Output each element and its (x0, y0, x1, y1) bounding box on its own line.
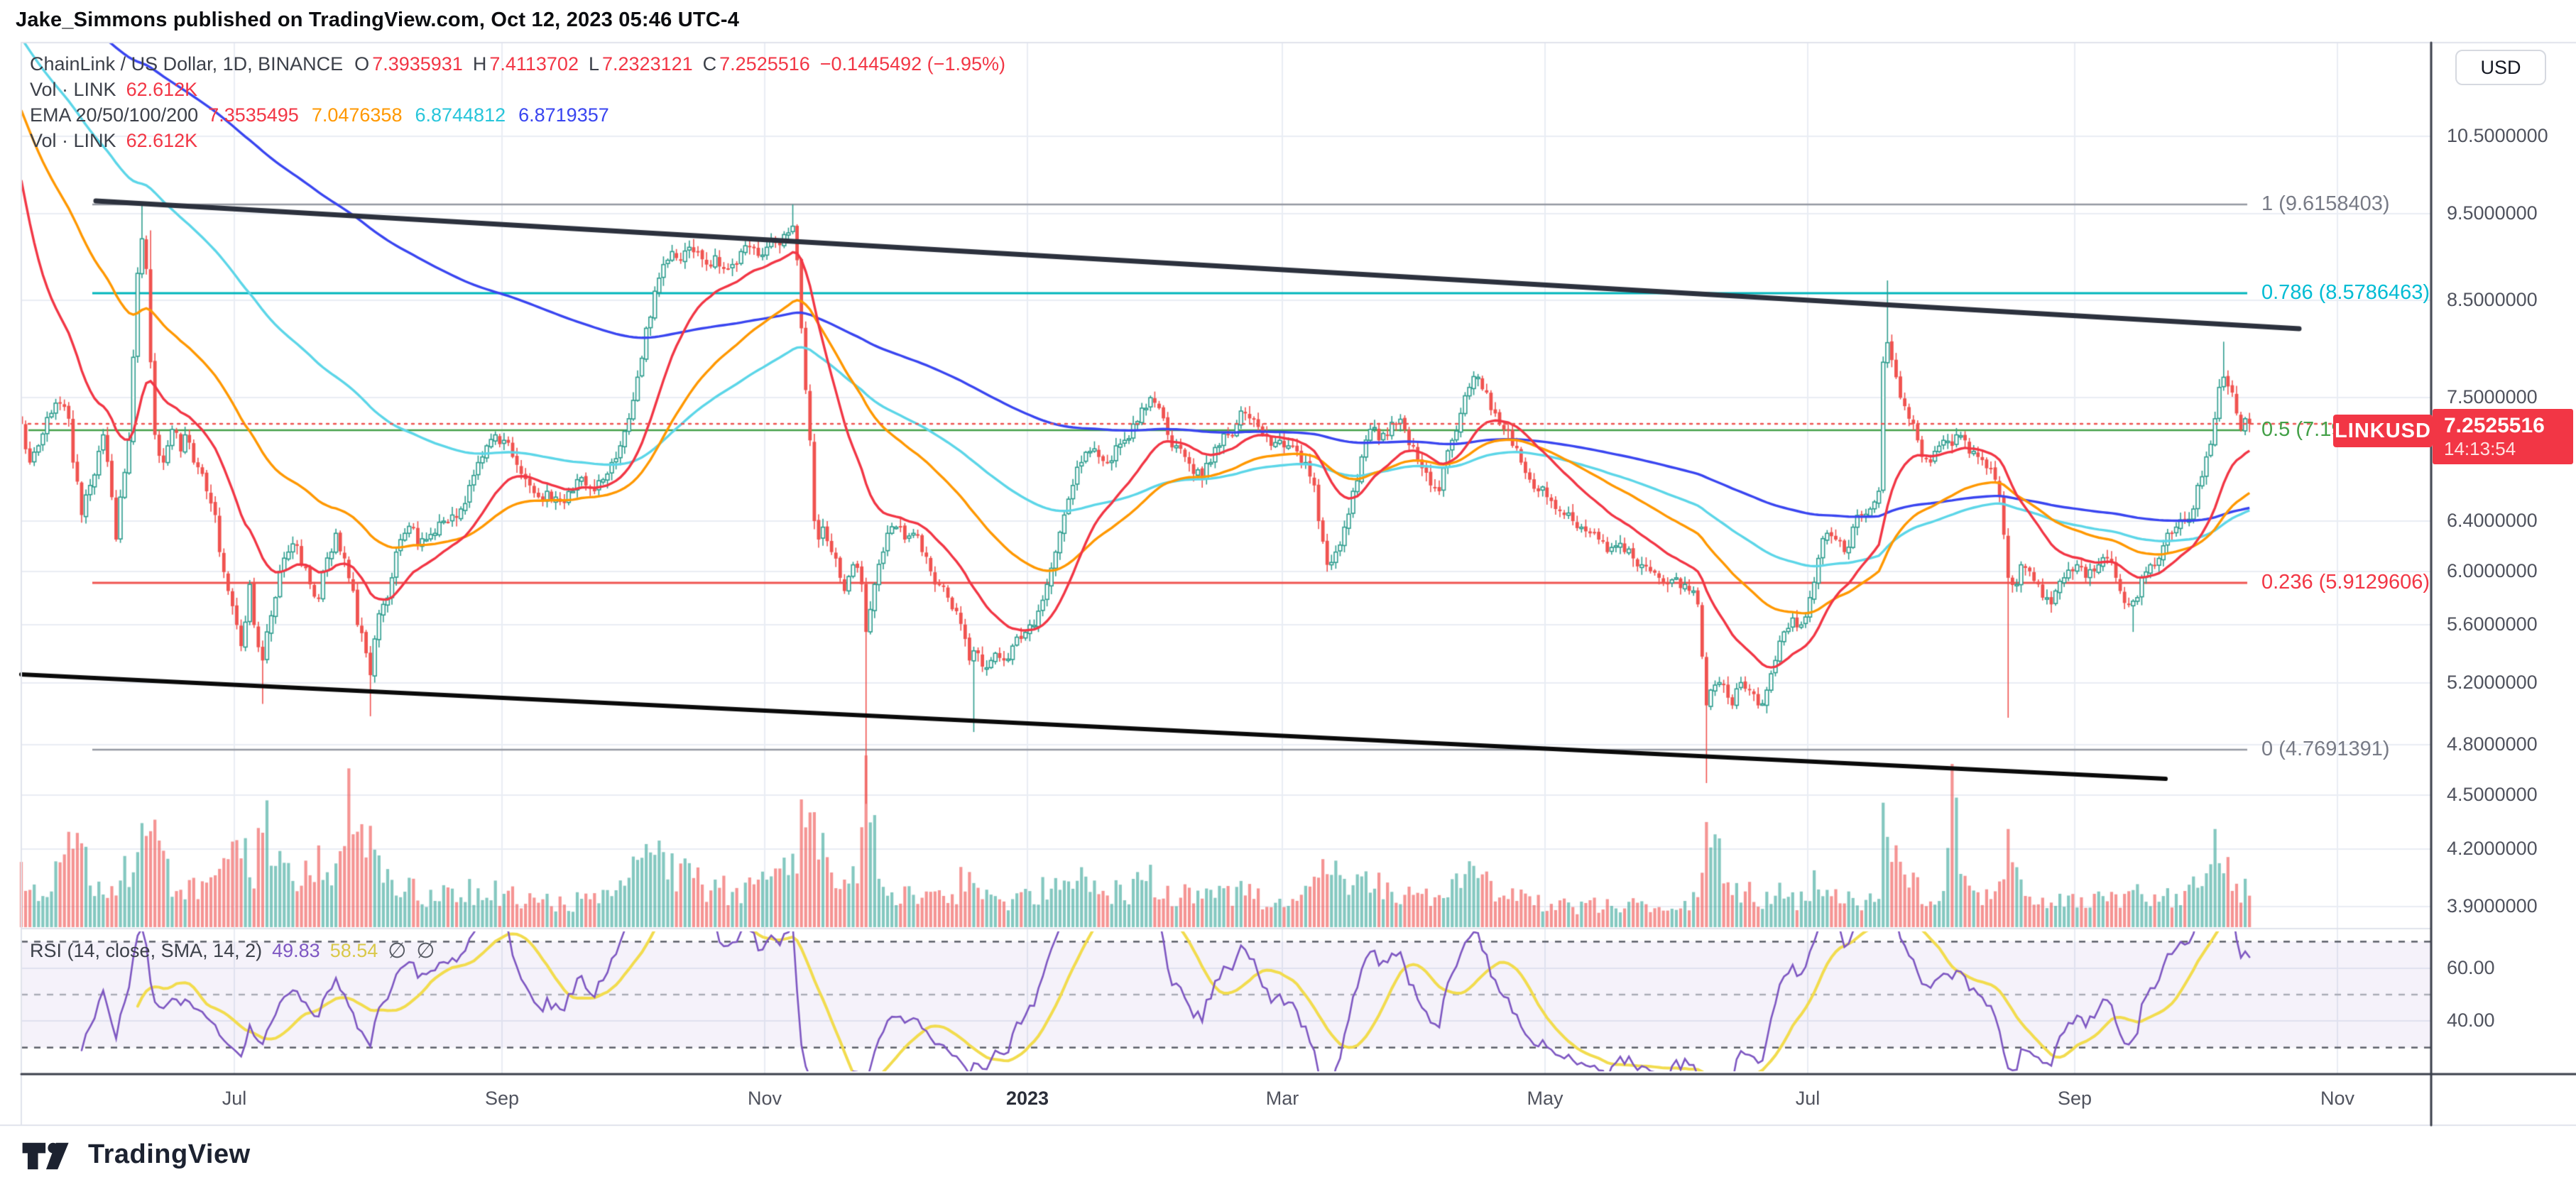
price-tick-4.5: 4.5000000 (2447, 783, 2538, 805)
high-label: H (472, 53, 487, 75)
price-tick-3.9: 3.9000000 (2447, 895, 2538, 917)
tradingview-logo-text[interactable]: TradingView (88, 1139, 251, 1169)
price-tick-9.5: 9.5000000 (2447, 202, 2538, 224)
currency-toggle-button[interactable]: USD (2455, 50, 2546, 85)
symbol-legend-row[interactable]: ChainLink / US Dollar, 1D, BINANCE O 7.3… (30, 51, 1005, 77)
footer: TradingView (21, 1137, 251, 1171)
price-tick-5.6: 5.6000000 (2447, 613, 2538, 635)
rsi-ma-value: 58.54 (329, 940, 378, 961)
rsi-tick-40: 40.00 (2447, 1010, 2495, 1032)
price-tick-7.5: 7.5000000 (2447, 386, 2538, 408)
rsi-legend-row[interactable]: RSI (14, close, SMA, 14, 2) 49.83 58.54 … (30, 939, 445, 963)
volume-label: Vol · LINK (30, 78, 116, 100)
time-tick-Nov: Nov (2320, 1088, 2355, 1109)
price-tick-6: 6.0000000 (2447, 559, 2538, 581)
time-tick-Sep: Sep (2057, 1088, 2092, 1109)
ema-label: EMA 20/50/100/200 (30, 104, 199, 126)
price-tick-8.5: 8.5000000 (2447, 289, 2538, 311)
chart-legend: ChainLink / US Dollar, 1D, BINANCE O 7.3… (30, 51, 1005, 153)
price-tick-4.8: 4.8000000 (2447, 733, 2538, 755)
time-tick-Jul: Jul (222, 1088, 247, 1109)
attribution-text: Jake_Simmons published on TradingView.co… (16, 9, 740, 31)
volume-legend-row[interactable]: Vol · LINK 62.612K (30, 77, 1005, 102)
change-value: −0.1445492 (−1.95%) (819, 53, 1005, 75)
volume-legend-row-2[interactable]: Vol · LINK 62.612K (30, 128, 1005, 153)
volume-value: 62.612K (126, 78, 198, 100)
low-value: 7.2323121 (602, 53, 693, 75)
price-tick-6.4: 6.4000000 (2447, 510, 2538, 531)
rsi-tick-60: 60.00 (2447, 956, 2495, 978)
time-tick-May: May (1527, 1088, 1563, 1109)
symbol-title: ChainLink / US Dollar, 1D, BINANCE (30, 53, 344, 75)
fib-label-0.786[interactable]: 0.786 (8.5786463) (2261, 280, 2430, 304)
symbol-badge[interactable]: LINKUSD (2333, 415, 2433, 447)
rsi-value: 49.83 (272, 940, 320, 961)
price-tick-4.2: 4.2000000 (2447, 837, 2538, 859)
fib-label-0[interactable]: 0 (4.7691391) (2261, 738, 2390, 761)
tradingview-logo-icon[interactable] (21, 1137, 77, 1171)
last-price-value: 7.2525516 (2444, 414, 2545, 437)
low-label: L (588, 53, 599, 75)
time-tick-Sep: Sep (484, 1088, 520, 1109)
time-tick-2023: 2023 (1005, 1088, 1049, 1109)
rsi-label: RSI (14, close, SMA, 14, 2) (30, 940, 263, 961)
time-tick-Jul: Jul (1795, 1088, 1821, 1109)
ema-value-0: 7.3535495 (208, 104, 299, 126)
price-tick-5.2: 5.2000000 (2447, 671, 2538, 693)
countdown-timer: 14:13:54 (2444, 438, 2516, 459)
last-price-badge[interactable]: 7.2525516 14:13:54 (2433, 409, 2573, 464)
ema-value-1: 7.0476358 (311, 104, 403, 126)
fib-label-0.236[interactable]: 0.236 (5.9129606) (2261, 570, 2430, 594)
high-value: 7.4113702 (489, 53, 579, 75)
close-value: 7.2525516 (719, 53, 810, 75)
open-label: O (354, 53, 370, 75)
fib-label-1[interactable]: 1 (9.6158403) (2261, 192, 2390, 215)
ema-value-3: 6.8719357 (518, 104, 609, 126)
close-label: C (702, 53, 717, 75)
ema-values: 7.3535495 7.0476358 6.8744812 6.8719357 (208, 104, 622, 126)
price-tick-10.5: 10.5000000 (2447, 124, 2548, 146)
volume-value-2: 62.612K (126, 129, 198, 151)
open-value: 7.3935931 (372, 53, 463, 75)
time-tick-Mar: Mar (1265, 1088, 1299, 1109)
time-tick-Nov: Nov (747, 1088, 782, 1109)
ema-legend-row[interactable]: EMA 20/50/100/200 7.3535495 7.0476358 6.87… (30, 102, 1005, 128)
volume-label-2: Vol · LINK (30, 129, 116, 151)
hidden-indicator-icon[interactable]: ∅ (388, 939, 407, 963)
ema-value-2: 6.8744812 (415, 104, 506, 126)
hidden-indicator-icon-2[interactable]: ∅ (416, 939, 435, 963)
